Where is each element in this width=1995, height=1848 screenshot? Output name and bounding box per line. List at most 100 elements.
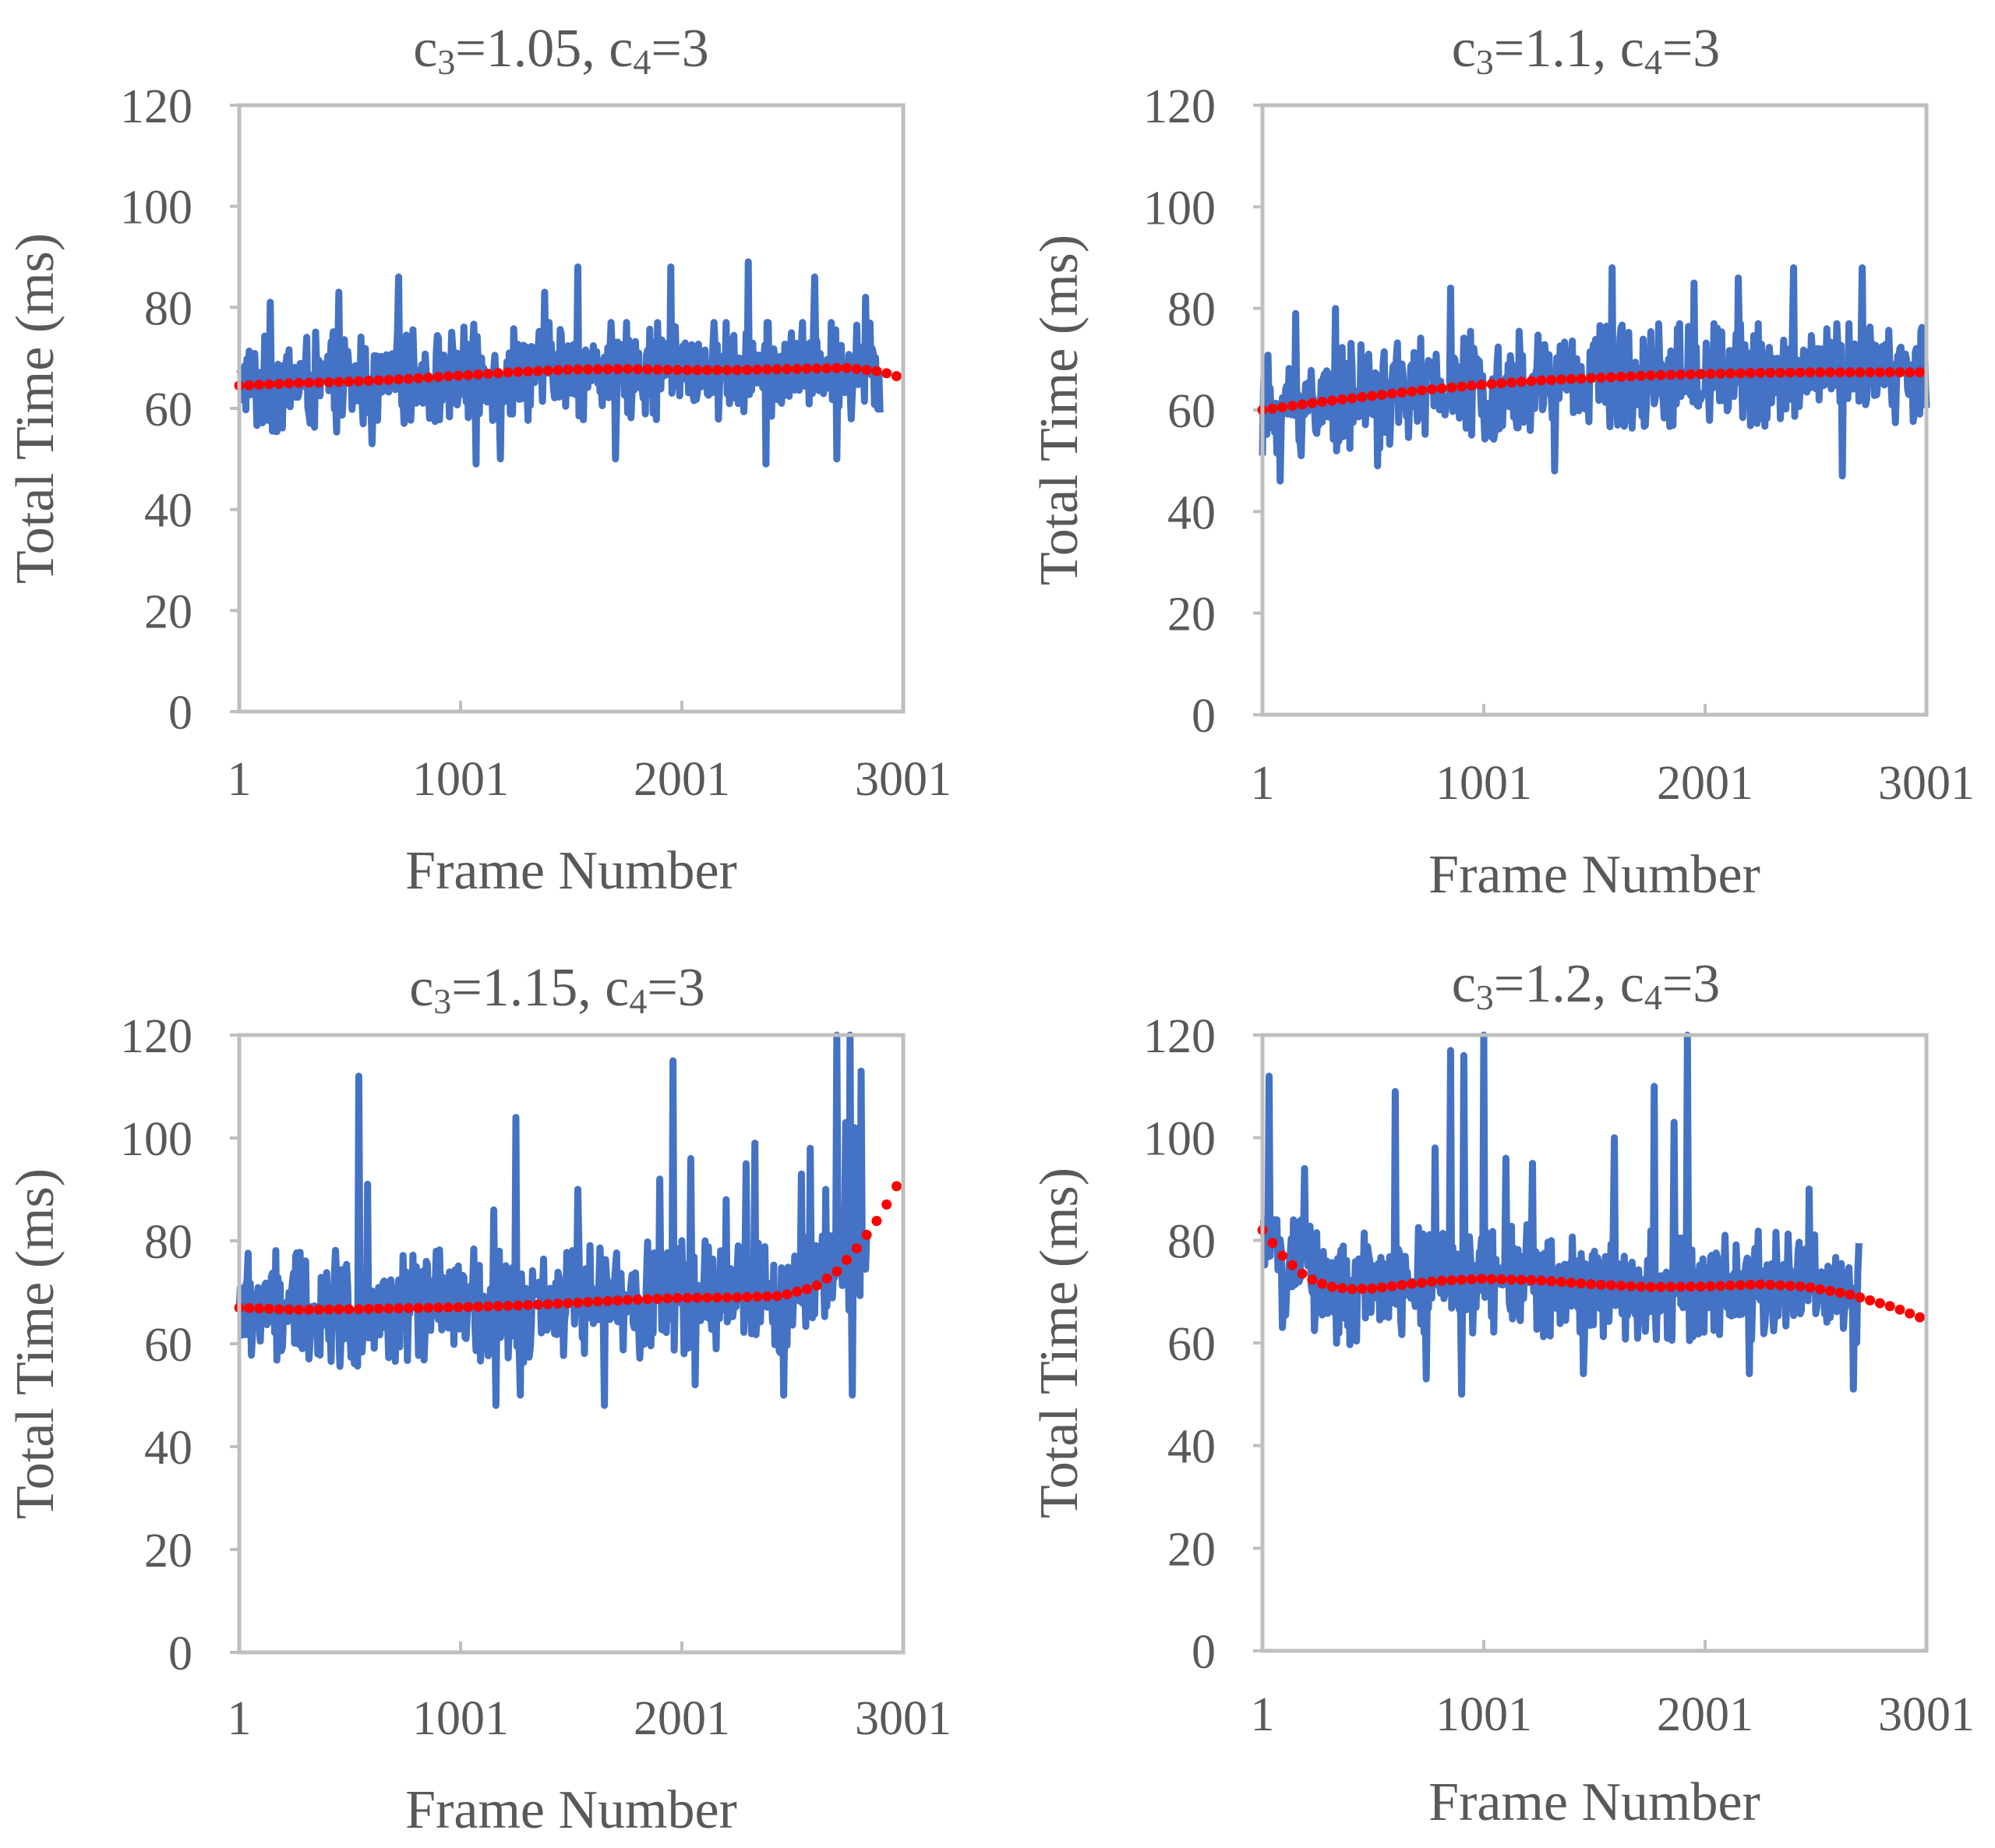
trend-point bbox=[1675, 1281, 1686, 1292]
trend-point bbox=[742, 1291, 753, 1302]
y-tick-label: 40 bbox=[1167, 486, 1216, 539]
trend-point bbox=[1376, 389, 1387, 400]
y-tick-label: 80 bbox=[144, 1216, 192, 1269]
trend-point bbox=[891, 371, 902, 382]
y-tick-label: 20 bbox=[144, 585, 192, 638]
trend-point bbox=[1745, 368, 1756, 379]
x-tick-label: 2001 bbox=[634, 753, 730, 806]
trend-point bbox=[532, 366, 543, 376]
trend-point bbox=[1317, 397, 1328, 408]
trend-point bbox=[393, 1303, 404, 1314]
x-tick-label: 3001 bbox=[855, 1692, 952, 1745]
trend-point bbox=[832, 1266, 842, 1277]
y-tick-label: 0 bbox=[1192, 690, 1216, 743]
trend-point bbox=[573, 364, 584, 375]
x-tick-label: 1 bbox=[1251, 1688, 1275, 1741]
x-tick-label: 1 bbox=[228, 753, 252, 806]
trend-point bbox=[1326, 1281, 1337, 1292]
trend-point bbox=[592, 364, 603, 375]
trend-point bbox=[344, 1304, 355, 1315]
trend-point bbox=[592, 1296, 603, 1307]
trend-point bbox=[483, 369, 493, 380]
chart-title: c3=1.2, c4=3 bbox=[1452, 954, 1721, 1017]
trend-point bbox=[1476, 380, 1487, 390]
trend-point bbox=[244, 380, 255, 390]
trend-point bbox=[1326, 395, 1337, 406]
trend-point bbox=[1566, 1277, 1577, 1288]
trend-series bbox=[234, 1181, 902, 1315]
trend-point bbox=[1486, 379, 1497, 390]
y-tick-label: 100 bbox=[1143, 182, 1216, 235]
trend-point bbox=[1824, 1285, 1835, 1296]
trend-point bbox=[1675, 369, 1686, 380]
trend-point bbox=[323, 376, 334, 387]
trend-point bbox=[1357, 391, 1368, 402]
trend-point bbox=[1287, 401, 1298, 412]
trend-point bbox=[423, 1302, 434, 1313]
trend-point bbox=[523, 1299, 534, 1310]
trend-point bbox=[373, 1303, 384, 1314]
trend-point bbox=[871, 1216, 882, 1227]
trend-point bbox=[1715, 1281, 1726, 1291]
trend-point bbox=[1555, 374, 1566, 385]
series-total-time bbox=[235, 1031, 872, 1409]
trend-point bbox=[761, 364, 772, 375]
trend-point bbox=[582, 1297, 593, 1308]
trend-point bbox=[801, 1284, 812, 1295]
trend-point bbox=[1376, 1282, 1387, 1293]
trend-point bbox=[1865, 367, 1876, 378]
trend-point bbox=[1884, 1301, 1895, 1312]
trend-point bbox=[832, 362, 842, 373]
trend-point bbox=[1845, 1289, 1856, 1300]
trend-point bbox=[871, 366, 882, 376]
trend-point bbox=[1795, 367, 1806, 378]
trend-point bbox=[1407, 386, 1418, 397]
trend-point bbox=[752, 1291, 763, 1302]
trend-point bbox=[642, 1294, 653, 1305]
trend-point bbox=[1695, 369, 1706, 380]
trend-point bbox=[811, 1280, 822, 1291]
trend-point bbox=[1655, 1281, 1666, 1292]
trend-point bbox=[1845, 367, 1856, 378]
trend-point bbox=[1715, 368, 1726, 379]
trend-point bbox=[263, 1303, 274, 1314]
title-part-sub2: 4 bbox=[633, 42, 651, 82]
trend-point bbox=[1805, 1282, 1816, 1293]
trend-point bbox=[1436, 1275, 1447, 1286]
trend-point bbox=[453, 370, 464, 381]
trend-point bbox=[1347, 393, 1358, 404]
trend-point bbox=[1586, 1279, 1597, 1290]
title-part-sub2: 4 bbox=[629, 981, 647, 1021]
trend-point bbox=[1297, 399, 1308, 410]
trend-point bbox=[772, 1291, 782, 1302]
trend-point bbox=[861, 1229, 872, 1240]
series-total-time bbox=[1259, 1031, 1863, 1398]
trend-point bbox=[1894, 1304, 1905, 1315]
trend-point bbox=[1626, 371, 1637, 382]
trend-point bbox=[652, 1293, 663, 1304]
title-part-sub2: 4 bbox=[1644, 977, 1662, 1017]
trend-point bbox=[523, 366, 534, 377]
trend-point bbox=[373, 375, 384, 386]
x-tick-label: 1 bbox=[1251, 757, 1275, 810]
trend-point bbox=[573, 1297, 584, 1308]
trend-point bbox=[1834, 367, 1845, 378]
trend-point bbox=[711, 1292, 722, 1303]
trend-point bbox=[542, 1299, 553, 1309]
trend-point bbox=[1307, 398, 1318, 408]
trend-point bbox=[433, 1302, 444, 1313]
x-axis-label: Frame Number bbox=[405, 1780, 737, 1840]
y-tick-label: 20 bbox=[144, 1525, 192, 1578]
title-part-mid: =1.05, c bbox=[455, 19, 633, 79]
y-tick-label: 0 bbox=[168, 1627, 192, 1680]
trend-point bbox=[1686, 1281, 1697, 1292]
trend-point bbox=[1317, 1278, 1328, 1289]
trend-point bbox=[732, 365, 743, 376]
trend-point bbox=[443, 1302, 454, 1313]
trend-point bbox=[1874, 367, 1885, 378]
trend-point bbox=[563, 364, 574, 375]
trend-point bbox=[861, 365, 872, 376]
trend-point bbox=[1386, 388, 1397, 399]
y-tick-label: 60 bbox=[144, 1319, 192, 1372]
